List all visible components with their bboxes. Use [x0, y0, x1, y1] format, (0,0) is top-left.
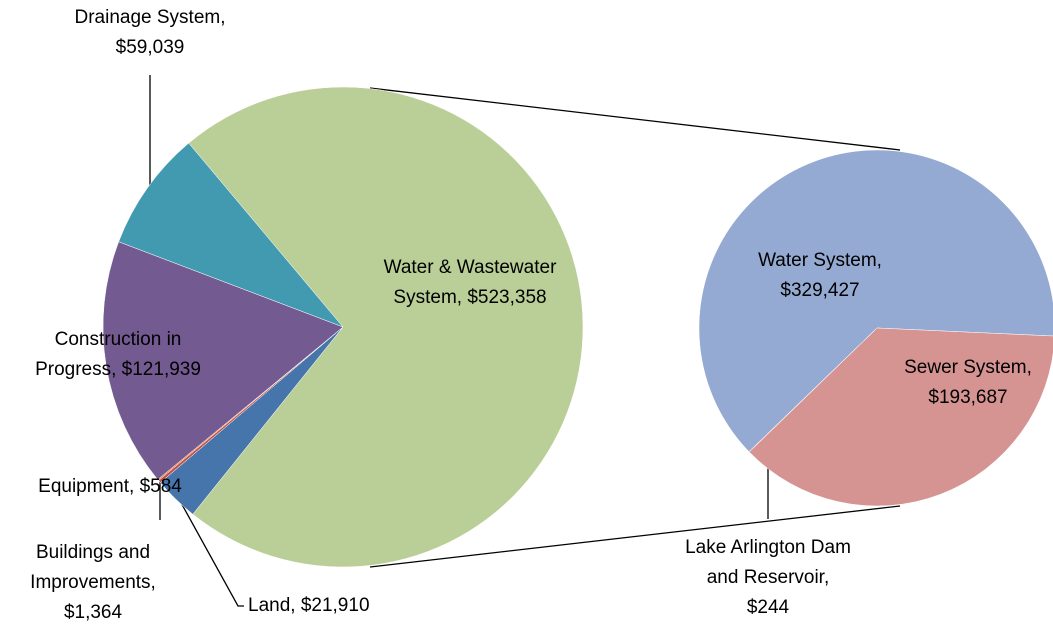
data-label: Lake Arlington Dam and Reservoir, $244 [683, 533, 853, 623]
value-label: $244 [746, 597, 790, 618]
category-name: Water & Wastewater System, [383, 257, 557, 308]
leader-line [173, 489, 244, 607]
pie-slice [102, 241, 344, 480]
data-label: Drainage System, $59,039 [65, 3, 235, 63]
category-name: Drainage System, [74, 7, 226, 28]
pie-slice [118, 142, 344, 328]
value-label: $1,364 [63, 602, 123, 623]
data-label: Equipment, $584 [10, 472, 210, 502]
value-label: $59,039 [115, 37, 185, 58]
data-label: Buildings and Improvements, $1,364 [13, 538, 173, 628]
data-label: Water & Wastewater System, $523,358 [365, 253, 575, 313]
data-label: Water System, $329,427 [745, 246, 895, 306]
category-name: Land, [248, 595, 296, 616]
value-label: $523,358 [467, 287, 547, 308]
pie-slice [188, 86, 584, 568]
category-name: Equipment, [38, 476, 135, 497]
data-label: Construction in Progress, $121,939 [23, 325, 213, 385]
category-name: Sewer System, [904, 357, 1032, 378]
pie-slice [698, 149, 1053, 453]
pie-slice [748, 327, 1053, 507]
value-label: $329,427 [780, 280, 860, 301]
value-label: $193,687 [928, 387, 1008, 408]
connector [369, 505, 901, 568]
data-label: Sewer System, $193,687 [893, 353, 1043, 413]
category-name: Construction in Progress, [35, 329, 182, 380]
category-name: Lake Arlington Dam and Reservoir, [685, 537, 851, 588]
connector [369, 87, 901, 151]
value-label: $584 [139, 476, 182, 497]
pie-slice [748, 327, 878, 453]
category-name: Buildings and Improvements, [30, 542, 156, 593]
value-label: $21,910 [300, 595, 370, 616]
data-label: Land, $21,910 [248, 591, 418, 621]
category-name: Water System, [758, 250, 882, 271]
value-label: $121,939 [121, 359, 201, 380]
